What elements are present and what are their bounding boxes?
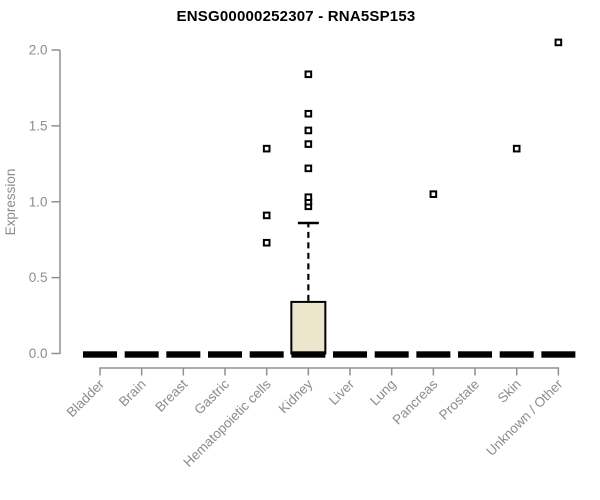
- x-tick-label: Gastric: [191, 376, 232, 417]
- x-tick-label: Kidney: [276, 376, 316, 416]
- y-tick-label: 2.0: [29, 43, 48, 58]
- outlier-point: [304, 140, 313, 148]
- outlier-point: [512, 144, 521, 153]
- box-median-bar: [499, 351, 534, 358]
- outlier-point: [304, 109, 313, 118]
- box-median-bar: [541, 351, 576, 358]
- x-tick-label: Brain: [116, 377, 149, 410]
- x-tick-label: Liver: [326, 376, 358, 408]
- box-median-bar: [208, 351, 243, 358]
- outlier-point: [304, 70, 313, 79]
- x-tick-label: Pancreas: [390, 376, 441, 427]
- outlier-point: [554, 38, 563, 47]
- box-median-bar: [374, 351, 409, 358]
- y-axis-title: Expression: [3, 169, 18, 236]
- box-median-bar: [333, 351, 368, 358]
- x-tick-label: Bladder: [64, 376, 108, 420]
- y-tick-label: 1.0: [29, 194, 48, 209]
- outlier-point: [262, 144, 271, 153]
- x-tick-label: Unknown / Other: [483, 376, 566, 459]
- box-median-bar: [124, 351, 159, 358]
- x-tick-label: Lung: [367, 377, 399, 409]
- y-tick-label: 0.0: [29, 346, 48, 361]
- x-tick-label: Prostate: [436, 377, 482, 423]
- box-median-bar: [291, 351, 326, 358]
- outlier-point: [304, 164, 313, 173]
- outlier-point: [262, 211, 271, 220]
- box-median-bar: [83, 351, 117, 358]
- chart-title: ENSG00000252307 - RNA5SP153: [176, 8, 416, 25]
- outlier-point: [304, 126, 313, 135]
- x-tick-label: Breast: [152, 376, 190, 414]
- box-median-bar: [166, 351, 201, 358]
- box-rect: [290, 300, 327, 355]
- x-tick-label: Skin: [495, 377, 524, 406]
- y-tick-label: 1.5: [29, 118, 48, 133]
- box-median-bar: [249, 351, 284, 358]
- box-median-bar: [458, 351, 493, 358]
- y-tick-label: 0.5: [29, 270, 48, 285]
- box-median-bar: [416, 351, 451, 358]
- outlier-point: [262, 238, 271, 247]
- outlier-point: [304, 193, 313, 201]
- outlier-point: [429, 190, 438, 198]
